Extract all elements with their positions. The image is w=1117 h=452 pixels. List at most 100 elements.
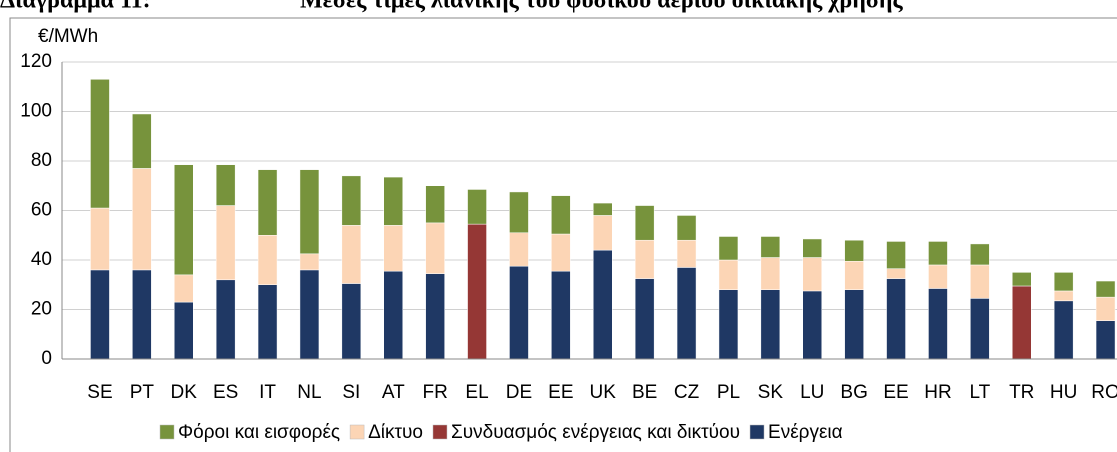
chart-subtitle: Μέσες τιμές λιανικής του φυσικού αερίου …: [300, 0, 904, 14]
bar-segment: [257, 169, 278, 236]
bar-segment: [886, 241, 906, 269]
bar-segment: [1095, 320, 1116, 360]
bar-segment: [341, 175, 362, 226]
y-axis-label: €/MWh: [38, 26, 98, 47]
bar-segment: [593, 249, 613, 360]
bar-segment: [760, 289, 781, 360]
x-tick-label: BE: [632, 382, 657, 403]
bar-segment: [844, 260, 864, 290]
bar-segment: [1012, 272, 1032, 287]
x-tick-label: DK: [171, 382, 198, 403]
bar-segment: [1095, 296, 1116, 321]
x-tick-label: UK: [590, 382, 617, 403]
bar-segment: [174, 164, 194, 276]
bar-segment: [844, 289, 864, 360]
legend-label: Συνδυασμός ενέργειας και δικτύου: [451, 422, 740, 443]
x-tick-label: BG: [840, 382, 867, 403]
bar-segment: [467, 223, 487, 360]
x-tick-label: EL: [465, 382, 488, 403]
bar-segment: [928, 264, 948, 289]
bar-segment: [215, 279, 236, 360]
bar-segment: [383, 270, 403, 360]
bar-segment: [551, 233, 571, 272]
bar-segment: [634, 239, 655, 279]
legend-swatch: [749, 424, 765, 440]
bar-segment: [257, 235, 278, 285]
bar-segment: [1053, 272, 1074, 292]
x-tick-label: FR: [422, 382, 447, 403]
x-tick-label: CZ: [674, 382, 700, 403]
bar-segment: [886, 278, 906, 360]
bar-segment: [718, 289, 739, 360]
bar-segment: [676, 267, 697, 360]
x-tick-label: RO: [1091, 382, 1117, 403]
bar-segment: [886, 268, 906, 279]
bar-segment: [970, 243, 990, 266]
bar-segment: [299, 269, 320, 360]
bar-segment: [509, 232, 529, 267]
y-tick-label: 60: [31, 200, 52, 221]
legend-label: Ενέργεια: [768, 422, 843, 443]
legend-label: Δίκτυο: [368, 422, 423, 443]
chart-frame: [9, 17, 1117, 452]
bar-segment: [718, 236, 739, 261]
bar-segment: [844, 239, 864, 262]
x-tick-label: AT: [382, 382, 405, 403]
legend-swatch: [159, 424, 175, 440]
bar-segment: [970, 298, 990, 360]
x-tick-label: SE: [87, 382, 112, 403]
y-tick-label: 20: [31, 299, 52, 320]
legend-swatch: [432, 424, 448, 440]
bar-segment: [257, 284, 278, 360]
x-tick-label: LT: [969, 382, 990, 403]
x-tick-label: HR: [924, 382, 951, 403]
bar-segment: [383, 176, 403, 226]
bar-segment: [802, 257, 822, 292]
bar-segment: [593, 202, 613, 216]
bar-segment: [676, 239, 697, 268]
y-tick-label: 80: [31, 150, 52, 171]
bar-segment: [425, 273, 445, 360]
x-tick-label: HU: [1050, 382, 1077, 403]
x-tick-label: SK: [758, 382, 784, 403]
bar-segment: [215, 164, 236, 206]
bar-segment: [1095, 280, 1116, 298]
bar-segment: [551, 270, 571, 360]
bar-segment: [1012, 285, 1032, 360]
y-tick-label: 0: [41, 348, 52, 369]
bar-segment: [802, 238, 822, 258]
bar-segment: [634, 278, 655, 360]
x-tick-label: TR: [1009, 382, 1034, 403]
x-tick-label: EE: [883, 382, 908, 403]
y-tick-label: 40: [31, 249, 52, 270]
x-tick-label: IT: [259, 382, 276, 403]
bar-segment: [718, 259, 739, 290]
bar-segment: [90, 269, 110, 360]
bar-segment: [425, 222, 445, 274]
bar-segment: [509, 265, 529, 360]
bar-segment: [928, 288, 948, 360]
x-tick-label: PL: [717, 382, 740, 403]
bar-segment: [299, 169, 320, 255]
bar-segment: [90, 207, 110, 271]
y-tick-label: 100: [20, 101, 52, 122]
bar-segment: [215, 205, 236, 281]
bar-segment: [132, 113, 152, 169]
bar-segment: [676, 215, 697, 241]
bar-segment: [341, 225, 362, 284]
bar-segment: [760, 257, 781, 290]
bar-segment: [174, 301, 194, 360]
bar-segment: [90, 79, 110, 209]
x-tick-label: NL: [297, 382, 321, 403]
x-tick-label: DE: [506, 382, 532, 403]
bar-segment: [802, 290, 822, 360]
bar-segment: [593, 215, 613, 251]
bar-segment: [1053, 300, 1074, 360]
bar-segment: [551, 195, 571, 235]
bar-segment: [928, 241, 948, 266]
bar-segment: [174, 274, 194, 303]
legend-swatch: [349, 424, 365, 440]
y-tick-label: 120: [20, 51, 52, 72]
bar-segment: [383, 225, 403, 272]
